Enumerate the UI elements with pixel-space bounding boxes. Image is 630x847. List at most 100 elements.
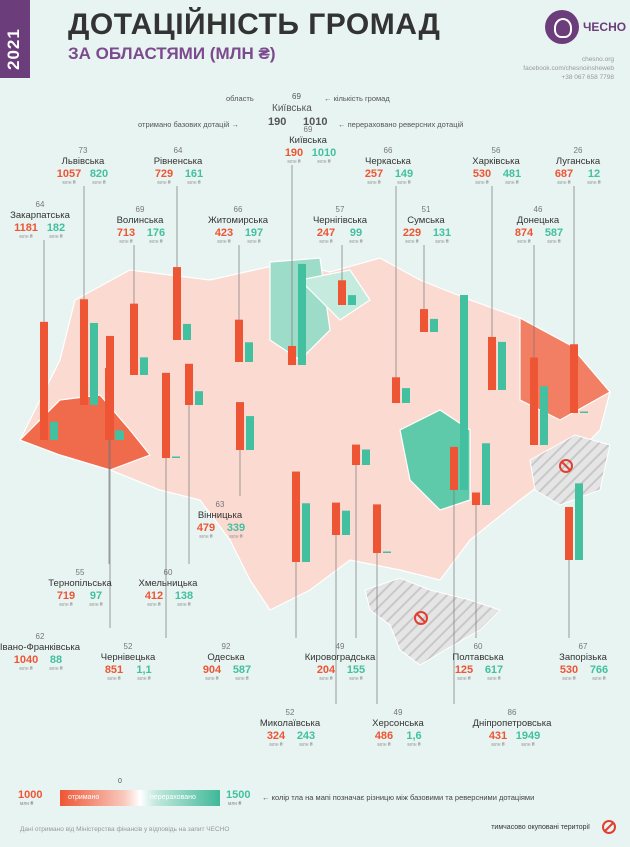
region-communities: 63 (216, 500, 225, 509)
bar-reverse-21 (482, 443, 490, 505)
region-communities: 56 (492, 146, 501, 155)
region-basic-unit: млн ₴ (405, 239, 419, 245)
scale-right-label: перераховано (150, 794, 196, 801)
region-reverse-value: 587 (233, 664, 251, 676)
region-reverse-unit: млн ₴ (89, 602, 103, 608)
region-basic-unit: млн ₴ (217, 239, 231, 245)
bar-reverse-4 (245, 342, 253, 362)
region-basic-unit: млн ₴ (62, 180, 76, 186)
scale-right-unit: млн ₴ (228, 801, 242, 807)
region-reverse-unit: млн ₴ (349, 239, 363, 245)
region-name: Луганська (556, 156, 601, 167)
scale-left-unit: млн ₴ (20, 801, 34, 807)
region-name: Полтавська (452, 652, 504, 663)
region-basic-unit: млн ₴ (557, 180, 571, 186)
region-basic-unit: млн ₴ (147, 602, 161, 608)
region-communities: 73 (79, 146, 88, 155)
region-communities: 67 (579, 642, 588, 651)
region-basic-value: 851 (105, 664, 123, 676)
contact-site[interactable]: chesno.org (581, 56, 614, 63)
map-shape (298, 269, 371, 321)
contacts: chesno.org facebook.com/chesnoinsheweb +… (523, 55, 614, 82)
bar-reverse-23 (575, 483, 583, 560)
region-name: Закарпатська (10, 210, 70, 221)
region-communities: 64 (36, 200, 45, 209)
legend-received-label: отримано базових дотацій → (138, 120, 239, 129)
region-name: Миколаївська (260, 718, 321, 729)
bar-reverse-7 (402, 388, 410, 403)
region-name: Запорізька (559, 652, 608, 663)
bar-basic-15 (106, 335, 114, 440)
region-communities: 69 (136, 205, 145, 214)
region-reverse-value: 617 (485, 664, 503, 676)
bar-basic-21 (472, 492, 480, 505)
region-reverse-value: 1,1 (136, 664, 151, 676)
region-basic-value: 904 (203, 664, 222, 676)
region-reverse-value: 88 (50, 654, 62, 666)
region-reverse-value: 1949 (516, 730, 540, 742)
year-banner: 2021 (0, 0, 30, 78)
bar-basic-5 (288, 345, 296, 365)
region-reverse-value: 97 (90, 590, 102, 602)
bar-basic-23 (565, 506, 573, 560)
region-communities: 62 (36, 632, 45, 641)
region-basic-value: 486 (375, 730, 393, 742)
bar-basic-22 (450, 446, 458, 490)
region-basic-value: 479 (197, 522, 215, 534)
region-name: Рівненська (154, 156, 203, 167)
bar-basic-19 (352, 444, 360, 465)
bar-basic-10 (530, 357, 538, 445)
scale-left-label: отримано (68, 794, 100, 801)
bar-reverse-1 (90, 322, 98, 405)
region-basic-value: 324 (267, 730, 286, 742)
region-reverse-unit: млн ₴ (397, 180, 411, 186)
region-reverse-unit: млн ₴ (349, 676, 363, 682)
bar-reverse-15 (116, 431, 124, 440)
region-communities: 66 (234, 205, 243, 214)
page-title: ДОТАЦІЙНІСТЬ ГРОМАД (68, 8, 441, 41)
color-scale-bar (60, 790, 220, 806)
region-communities: 26 (574, 146, 583, 155)
no-entry-icon-slash (561, 461, 571, 471)
region-basic-value: 125 (455, 664, 473, 676)
region-basic-unit: млн ₴ (287, 159, 301, 165)
bar-reverse-3 (183, 323, 191, 340)
region-basic-unit: млн ₴ (19, 234, 33, 240)
bar-reverse-11 (580, 411, 588, 413)
bar-basic-14 (185, 363, 193, 405)
region-reverse-unit: млн ₴ (505, 180, 519, 186)
map-shape (18, 394, 151, 471)
ukraine-map (18, 257, 611, 666)
region-basic-value: 1057 (57, 168, 81, 180)
region-basic-unit: млн ₴ (107, 676, 121, 682)
contact-facebook[interactable]: facebook.com/chesnoinsheweb (523, 65, 614, 72)
region-name: Київська (289, 135, 327, 146)
region-communities: 49 (394, 708, 403, 717)
region-basic-unit: млн ₴ (119, 239, 133, 245)
region-reverse-value: 1010 (312, 147, 336, 159)
bar-reverse-18 (342, 510, 350, 535)
bar-basic-9 (488, 336, 496, 390)
region-name: Дніпропетровська (473, 718, 553, 729)
region-basic-unit: млн ₴ (205, 676, 219, 682)
region-basic-value: 874 (515, 227, 534, 239)
region-reverse-value: 138 (175, 590, 193, 602)
region-basic-unit: млн ₴ (157, 180, 171, 186)
region-basic-unit: млн ₴ (517, 239, 531, 245)
region-reverse-value: 176 (147, 227, 165, 239)
region-communities: 64 (174, 146, 183, 155)
region-reverse-unit: млн ₴ (137, 676, 151, 682)
region-reverse-value: 12 (588, 168, 600, 180)
region-reverse-value: 182 (47, 222, 65, 234)
region-name: Тернопільська (48, 578, 112, 589)
